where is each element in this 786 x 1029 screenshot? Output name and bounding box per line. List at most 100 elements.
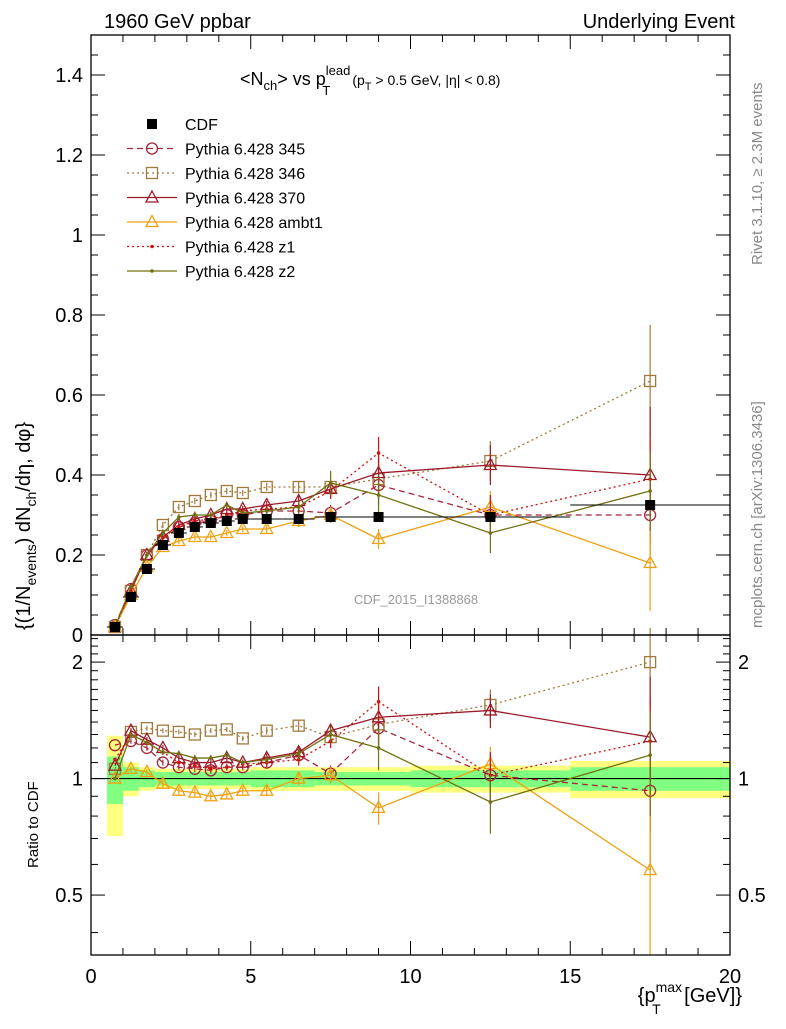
cdf-point	[221, 516, 232, 526]
ratio-point	[113, 776, 117, 781]
data-point	[376, 493, 381, 497]
legend-marker	[145, 142, 159, 155]
series-cdf	[106, 500, 730, 632]
cdf-point	[485, 512, 496, 522]
main-ylabel: {(1/Nevents) dNch/dη, dφ}	[13, 422, 39, 630]
ratio-point	[177, 751, 181, 756]
data-point	[188, 494, 201, 508]
legend-label: CDF	[185, 117, 218, 134]
ratio-series-z2	[113, 710, 652, 834]
cdf-point	[237, 514, 248, 524]
ratio-y-tick-label-right: 0.5	[738, 885, 766, 907]
ratio-ylabel: Ratio to CDF	[25, 781, 42, 868]
ratio-point	[371, 800, 386, 814]
y-tick-label: 0.6	[55, 385, 83, 407]
ratio-point	[259, 782, 274, 796]
rivet-label: Rivet 3.1.10, ≥ 2.3M events	[749, 83, 766, 266]
ratio-point	[371, 709, 386, 723]
series-s346	[108, 325, 657, 634]
ratio-point	[323, 767, 338, 781]
ratio-point	[376, 746, 381, 750]
x-tick-label: 20	[719, 966, 741, 988]
ratio-point	[236, 732, 249, 745]
data-point	[193, 519, 197, 523]
ratio-y-tick-label: 0.5	[55, 885, 83, 907]
cdf-point	[373, 512, 384, 522]
x-axis-label: {pmax T [GeV]}	[638, 979, 743, 1017]
ratio-point	[108, 739, 122, 752]
ratio-point	[123, 760, 139, 774]
ratio-point	[296, 751, 301, 756]
data-point	[224, 513, 229, 517]
main-data-layer	[106, 325, 730, 634]
data-point	[161, 535, 165, 539]
x-tick-label: 15	[559, 966, 581, 988]
data-point	[220, 484, 233, 498]
data-point	[643, 374, 657, 388]
ratio-point	[161, 750, 165, 754]
data-point	[172, 500, 186, 514]
ratio-point	[193, 763, 197, 768]
data-point	[264, 509, 269, 513]
ratio-point	[224, 765, 229, 770]
ratio-point	[220, 723, 233, 736]
ratio-ticks: 0.5 0.51 12 20 5 10 15 20	[55, 635, 766, 988]
ratio-point	[240, 760, 245, 765]
ratio-y-tick-label: 2	[72, 652, 83, 674]
legend-entry-s370: Pythia 6.428 370	[127, 189, 305, 208]
data-point	[240, 511, 245, 515]
legend-label: Pythia 6.428 346	[185, 166, 305, 183]
legend-entry-s345: Pythia 6.428 345	[127, 142, 305, 159]
data-point	[204, 488, 217, 502]
data-point	[236, 486, 249, 500]
legend-entry-ambt1: Pythia 6.428 ambt1	[127, 214, 323, 232]
y-tick-label: 0.4	[55, 465, 83, 487]
ratio-panel: 0.5 0.51 12 20 5 10 15 20 Ratio to CDF {pmax T […	[25, 627, 766, 1017]
legend: CDF Pythia 6.428 345 Pythia 6.428 346 Pythi…	[127, 117, 323, 281]
ratio-point	[328, 732, 333, 737]
x-tick-label: 10	[399, 966, 421, 988]
legend-marker	[144, 214, 160, 228]
ratio-point	[483, 702, 498, 716]
legend-label: Pythia 6.428 345	[185, 142, 305, 159]
cdf-point	[261, 514, 272, 524]
main-panel: 0 0.2 0.4 0.6 0.8 1 1.2 1.4 <Nch> vs plead T(pT …	[13, 34, 731, 647]
data-point	[187, 529, 202, 543]
data-point	[376, 451, 381, 455]
data-point	[235, 521, 250, 535]
header-left: 1960 GeV ppbar	[104, 11, 251, 33]
legend-label: Pythia 6.428 ambt1	[185, 215, 323, 232]
data-point	[483, 457, 498, 471]
legend-marker	[147, 119, 157, 129]
data-point	[193, 513, 197, 517]
mcplots-label: mcplots.cern.ch [arXiv:1306.3436]	[749, 401, 766, 628]
y-tick-label: 0.2	[55, 545, 83, 567]
ratio-series-s346	[108, 627, 657, 775]
cdf-point	[125, 592, 136, 602]
ratio-y-tick-label: 1	[72, 769, 83, 791]
ratio-point	[264, 757, 269, 762]
ratio-point	[177, 760, 181, 765]
ratio-point	[260, 724, 273, 737]
ratio-point	[124, 725, 138, 739]
ratio-point	[107, 770, 123, 784]
ratio-point	[292, 719, 305, 732]
ratio-point	[139, 764, 155, 778]
watermark: CDF_2015_I1388868	[354, 592, 478, 607]
legend-marker	[144, 189, 160, 203]
legend-label: Pythia 6.428 z1	[185, 240, 295, 257]
legend-entry-cdf: CDF	[147, 117, 218, 134]
x-tick-label: 5	[245, 966, 256, 988]
ratio-point	[156, 724, 170, 737]
data-point	[171, 533, 186, 547]
data-point	[292, 480, 305, 494]
ratio-y-tick-label-right: 2	[738, 652, 749, 674]
ratio-point	[155, 775, 170, 789]
legend-entry-z2: Pythia 6.428 z2	[127, 264, 295, 281]
data-point	[488, 531, 493, 535]
ratio-point	[172, 725, 186, 739]
legend-label: Pythia 6.428 370	[185, 191, 305, 208]
ratio-point	[107, 757, 123, 771]
header-right: Underlying Event	[583, 11, 736, 33]
